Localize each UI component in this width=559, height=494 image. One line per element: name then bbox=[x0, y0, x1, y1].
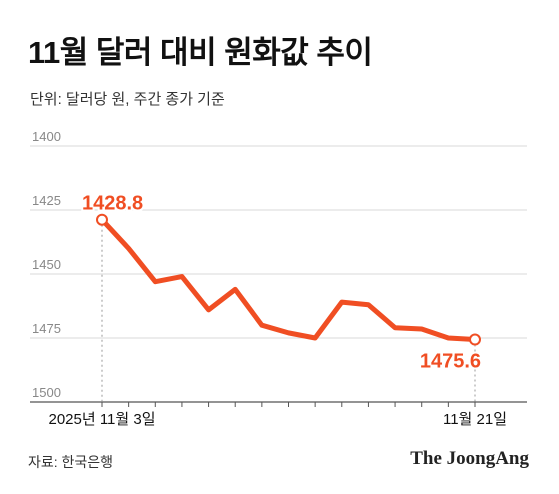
data-point-marker bbox=[96, 213, 108, 226]
guide-lines bbox=[101, 219, 476, 402]
y-tick-label: 1425 bbox=[32, 193, 61, 208]
x-tick-label: 2025년 11월 3일 bbox=[48, 411, 155, 428]
y-tick-label: 1400 bbox=[32, 129, 61, 144]
source-note: 자료: 한국은행 bbox=[28, 454, 114, 470]
publisher-logo: The JoongAng bbox=[410, 448, 529, 469]
y-tick-label: 1475 bbox=[32, 321, 61, 336]
series-layer bbox=[99, 217, 478, 343]
chart-title: 11월 달러 대비 원화값 추이 bbox=[28, 35, 373, 70]
x-tick-label: 11월 21일 bbox=[443, 411, 507, 428]
x-axis-ticks: 2025년 11월 3일 11월 21일 bbox=[48, 402, 507, 428]
data-labels: 1428.8 1475.6 bbox=[80, 191, 483, 375]
series-line bbox=[99, 217, 478, 343]
data-point-marker bbox=[469, 333, 481, 346]
chart-subtitle: 단위: 달러당 원, 주간 종가 기준 bbox=[30, 91, 225, 108]
y-axis-ticks: 1400 1425 1450 1475 1500 bbox=[32, 129, 61, 400]
data-label: 1428.8 bbox=[82, 193, 143, 215]
data-label: 1475.6 bbox=[420, 351, 481, 373]
y-tick-label: 1450 bbox=[32, 257, 61, 272]
y-tick-label: 1500 bbox=[32, 385, 61, 400]
